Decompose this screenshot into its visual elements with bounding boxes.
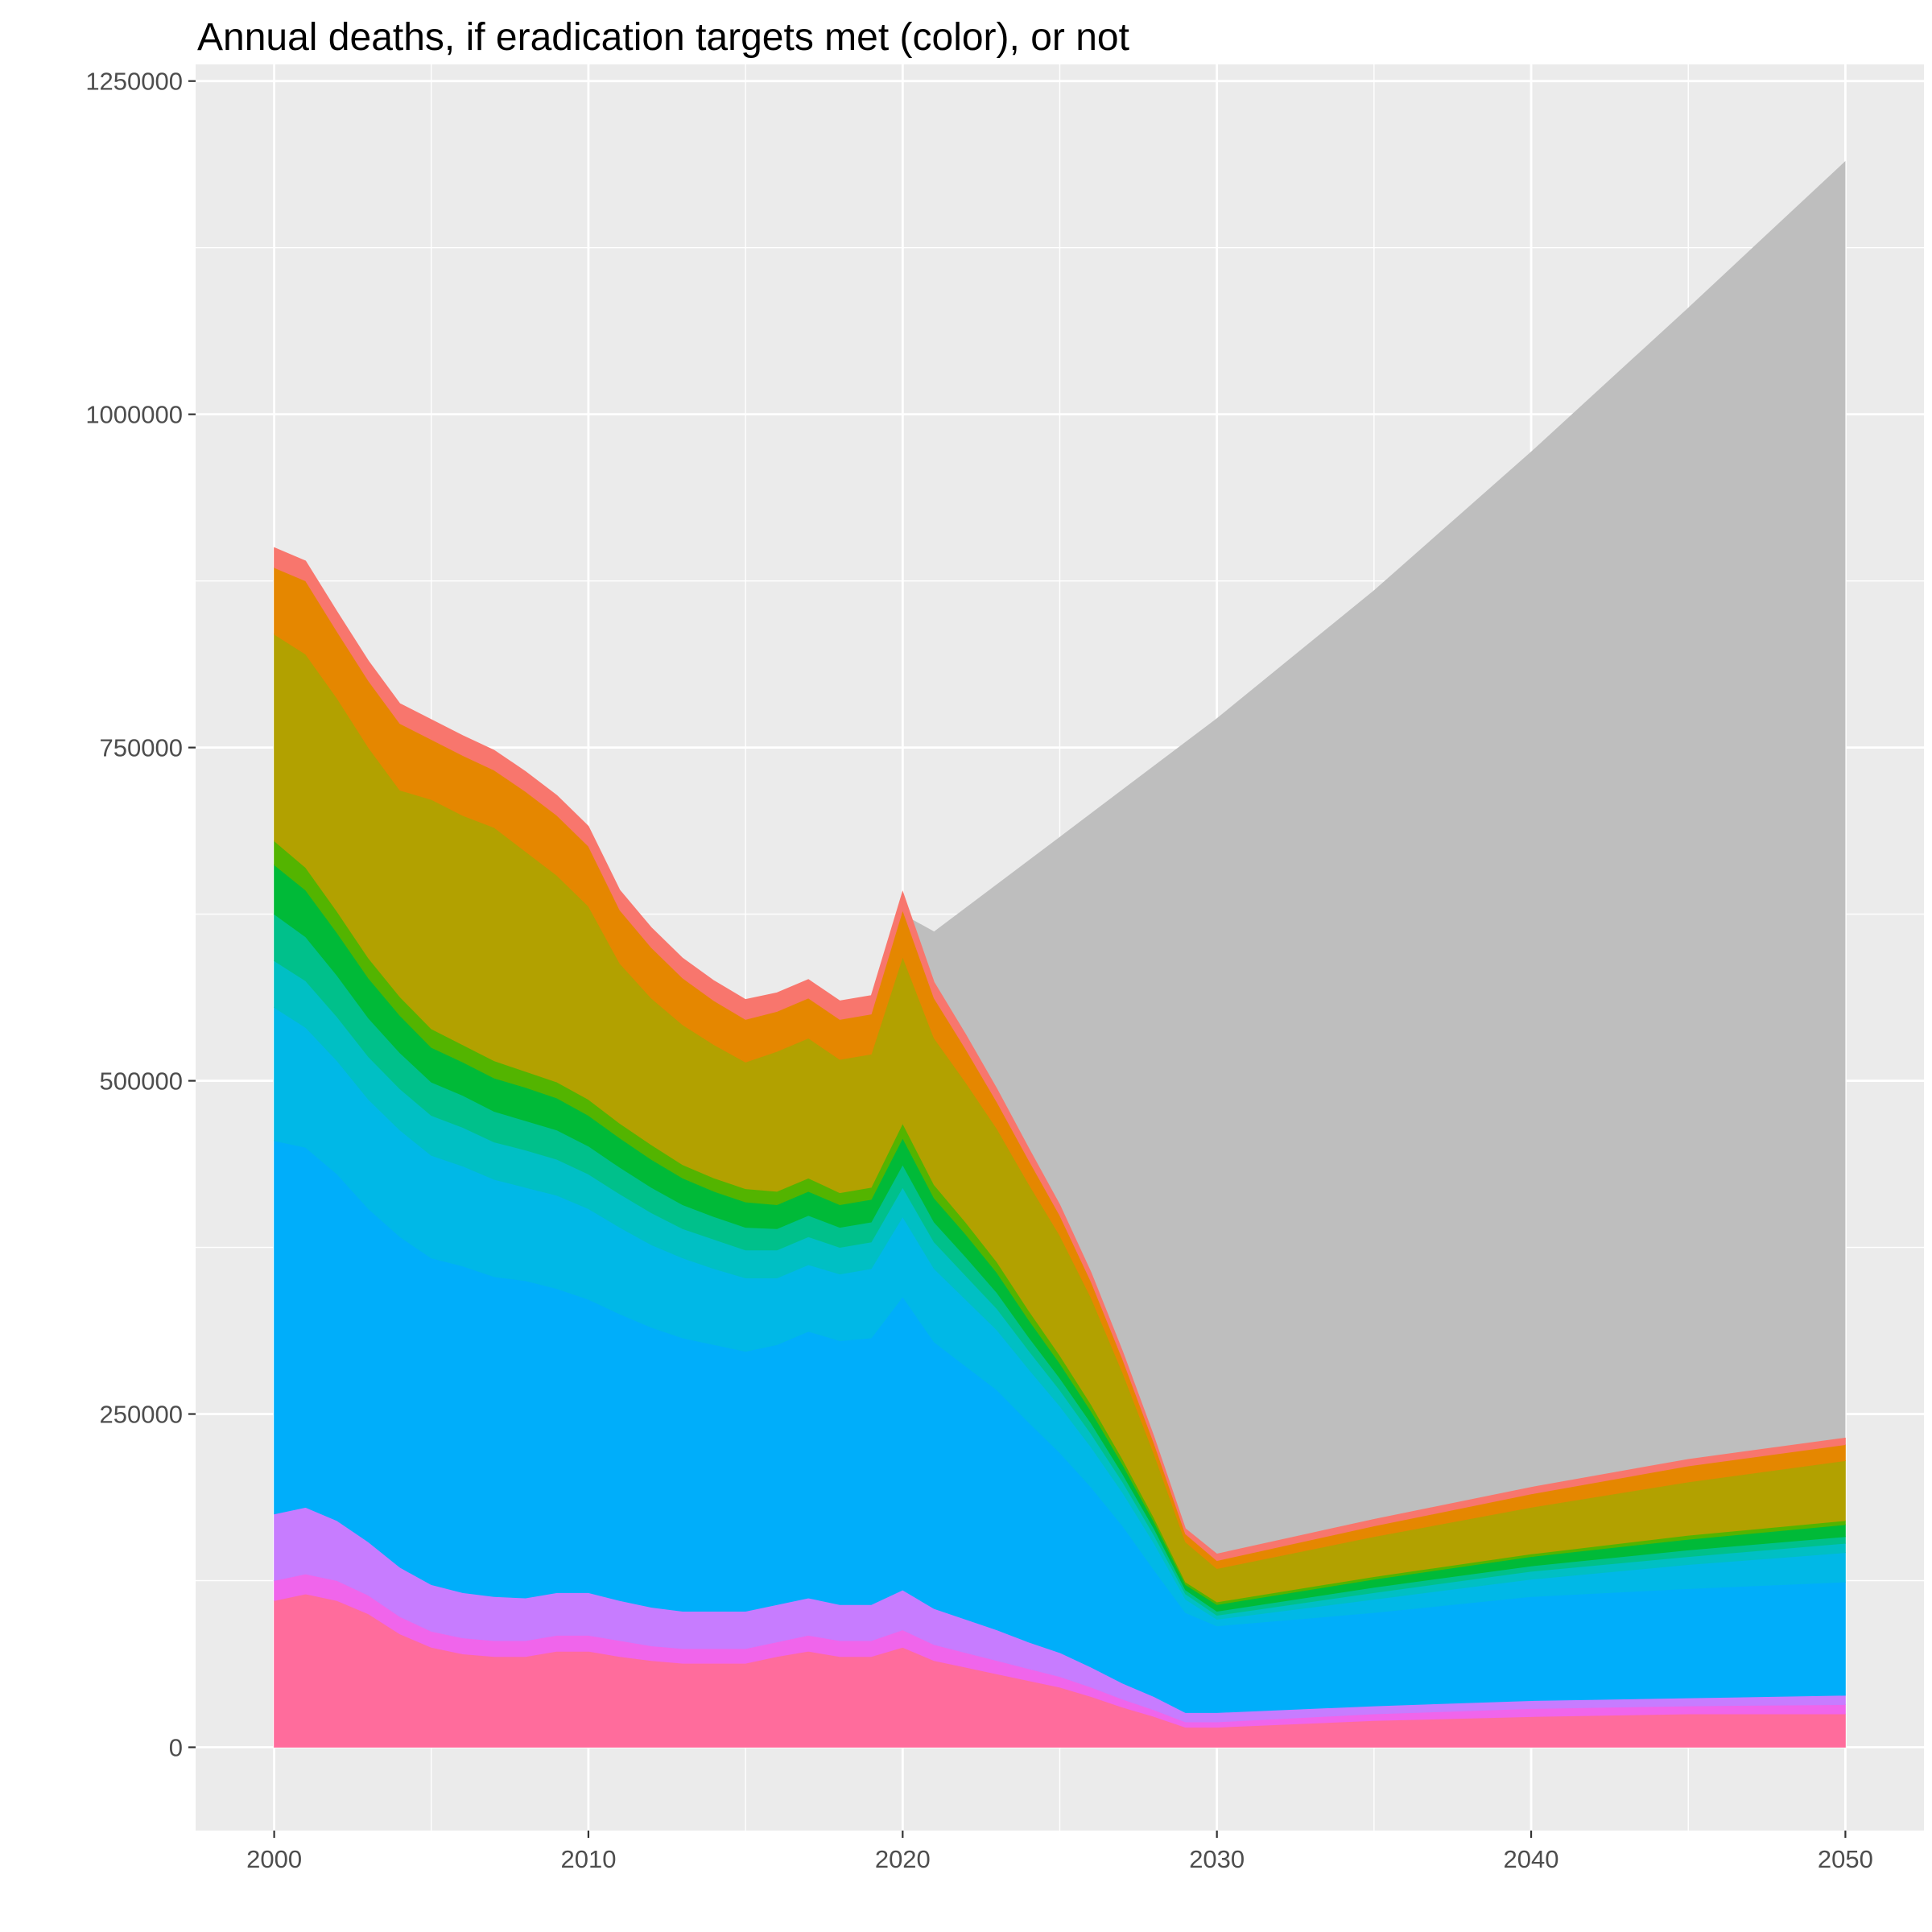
- y-tick-label: 250000: [100, 1401, 183, 1429]
- x-tick-label: 2020: [875, 1845, 931, 1873]
- y-tick-label: 500000: [100, 1067, 183, 1096]
- chart-title: Annual deaths, if eradication targets me…: [197, 16, 1129, 59]
- y-tick-label: 750000: [100, 734, 183, 762]
- x-tick-label: 2050: [1818, 1845, 1873, 1873]
- axes: 0 250000 500000 750000 1000000 1250000 2000 201…: [85, 68, 1873, 1873]
- area-targets-not-met: [902, 161, 1846, 1748]
- x-tick-label: 2010: [560, 1845, 616, 1873]
- x-tick-label: 2030: [1189, 1845, 1245, 1873]
- y-tick-label: 1000000: [85, 401, 183, 429]
- y-tick-label: 0: [169, 1734, 183, 1762]
- x-tick-label: 2000: [246, 1845, 302, 1873]
- y-tick-label: 1250000: [85, 68, 183, 96]
- x-tick-label: 2040: [1504, 1845, 1559, 1873]
- area-series-salmon: [274, 547, 1846, 1562]
- data-areas: [274, 161, 1846, 1748]
